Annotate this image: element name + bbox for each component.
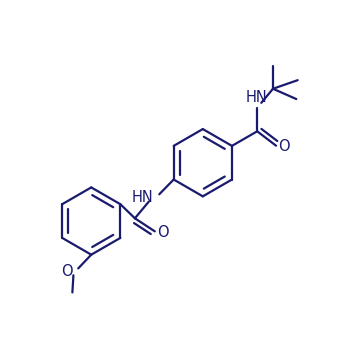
Text: O: O bbox=[157, 225, 169, 239]
Text: O: O bbox=[61, 264, 73, 279]
Text: O: O bbox=[278, 139, 290, 154]
Text: HN: HN bbox=[245, 90, 268, 105]
Text: HN: HN bbox=[132, 190, 154, 205]
